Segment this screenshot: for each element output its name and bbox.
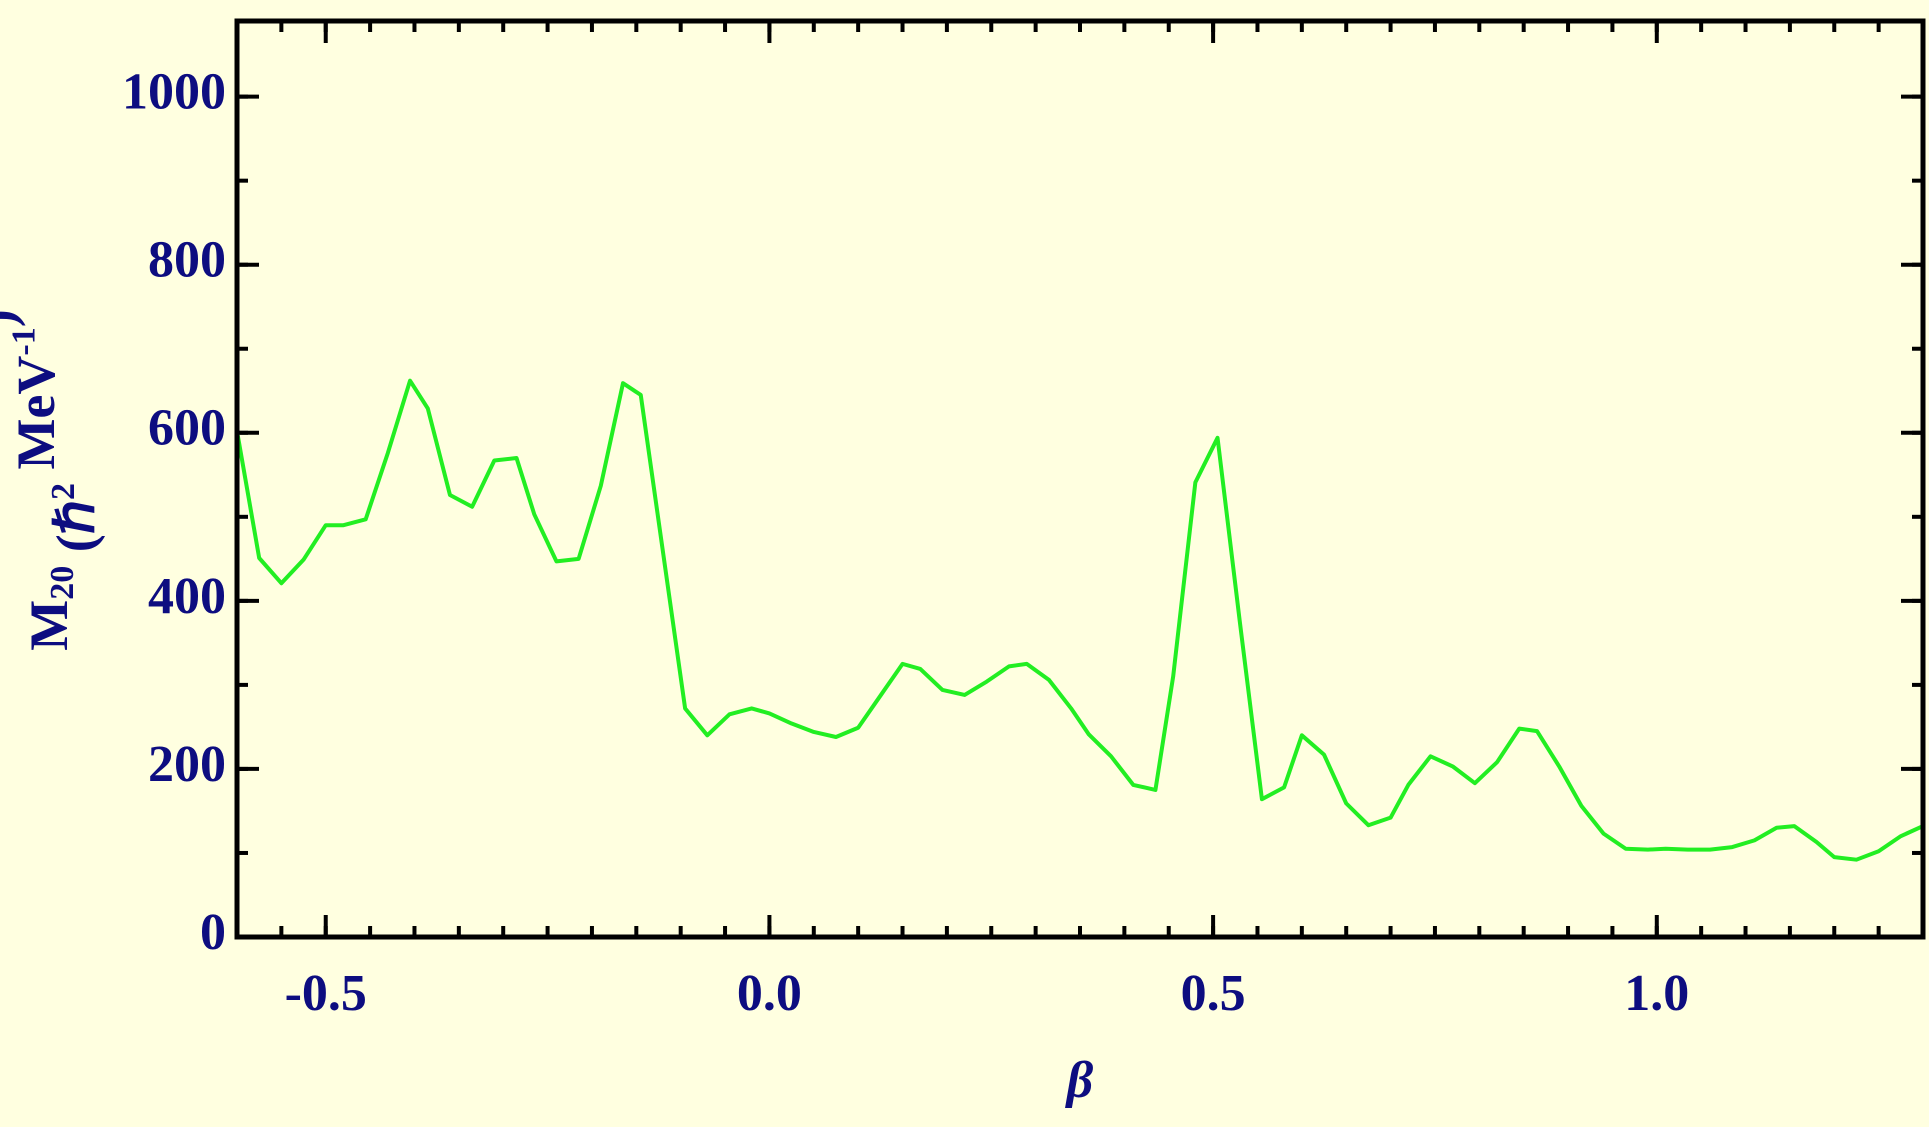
y-tick-label: 400: [148, 568, 226, 625]
y-tick-label: 0: [200, 904, 226, 961]
x-tick-label: 0.5: [1181, 965, 1246, 1022]
y-axis-label-part: ): [0, 309, 27, 327]
x-tick-label: 1.0: [1624, 965, 1689, 1022]
y-axis-label-part: MeV: [6, 356, 66, 483]
y-tick-label: 1000: [122, 64, 226, 121]
y-axis-label: M20 (ℏ2 MeV-1): [0, 309, 106, 650]
plot-frame: [234, 18, 1926, 940]
x-tick-label: 0.0: [737, 965, 802, 1022]
y-tick-label: 600: [148, 400, 226, 457]
y-tick-label: 200: [148, 736, 226, 793]
x-tick-label: -0.5: [285, 965, 367, 1022]
y-axis-label-part: (ℏ: [46, 500, 106, 566]
plot: [237, 378, 1923, 862]
y-tick-label: 800: [148, 232, 226, 289]
y-axis-label-part: 2: [45, 483, 82, 500]
y-axis-label-part: 20: [44, 566, 81, 600]
y-axis-label-part: -1: [5, 327, 42, 355]
x-axis-label: β: [1065, 1052, 1094, 1109]
data-line: [237, 378, 1923, 862]
y-axis-label-part: M: [19, 600, 79, 651]
